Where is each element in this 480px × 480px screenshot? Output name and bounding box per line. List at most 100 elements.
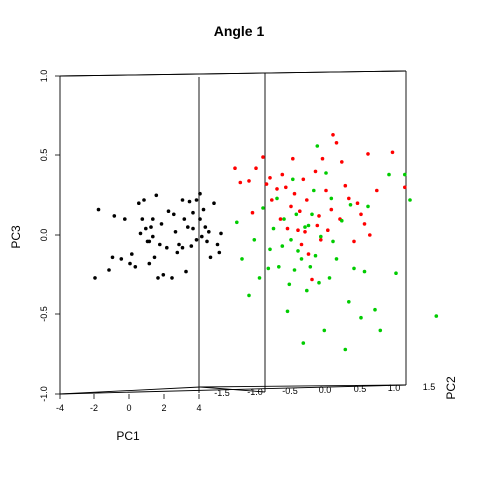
data-point <box>266 266 271 271</box>
data-point <box>331 239 335 244</box>
data-point <box>347 196 351 201</box>
y-tick-label: -1.0 <box>39 386 49 402</box>
data-point <box>403 185 407 190</box>
data-point <box>312 188 316 193</box>
data-point <box>189 244 194 248</box>
data-point <box>324 171 328 175</box>
data-point <box>334 257 339 261</box>
data-point <box>301 341 306 345</box>
data-point <box>403 172 407 177</box>
data-point <box>233 166 237 170</box>
data-point <box>280 244 285 248</box>
data-point <box>270 198 274 202</box>
chart-title: Angle 1 <box>214 23 265 39</box>
data-point <box>96 207 101 212</box>
data-point <box>387 172 391 177</box>
data-point <box>138 231 143 236</box>
data-point <box>198 217 202 221</box>
data-point <box>208 255 213 260</box>
data-point <box>285 226 290 231</box>
x-tick-label: -2 <box>90 403 98 413</box>
data-point <box>93 276 97 280</box>
x-tick-label: 2 <box>161 403 166 413</box>
y-axis-label: PC3 <box>9 225 23 249</box>
data-point <box>149 225 153 229</box>
data-point <box>294 212 299 217</box>
data-point <box>151 217 155 221</box>
plot-box <box>59 70 407 395</box>
data-point <box>368 233 372 237</box>
data-point <box>180 198 185 202</box>
data-point <box>194 198 199 202</box>
data-point <box>275 196 279 201</box>
z-tick-label: -1.5 <box>214 388 230 398</box>
z-axis-label: PC2 <box>444 376 458 400</box>
data-point <box>301 177 306 182</box>
data-point <box>320 156 325 161</box>
data-point <box>186 225 190 229</box>
data-point <box>254 166 258 170</box>
data-point <box>133 265 138 269</box>
data-point <box>201 207 206 212</box>
data-point <box>159 222 164 226</box>
data-point <box>306 223 311 228</box>
data-point <box>319 238 323 242</box>
data-point <box>310 212 314 217</box>
data-point <box>319 234 323 239</box>
data-point <box>315 144 320 148</box>
data-point <box>292 268 297 272</box>
data-point <box>261 206 265 210</box>
data-point <box>128 261 132 266</box>
data-point <box>180 245 185 250</box>
data-point <box>296 249 300 253</box>
data-point <box>184 269 188 274</box>
data-point <box>299 242 304 247</box>
data-point <box>303 230 307 234</box>
data-point <box>147 261 152 266</box>
data-point <box>355 201 360 205</box>
data-point <box>203 225 208 229</box>
data-point <box>191 226 195 231</box>
data-point <box>305 288 309 293</box>
data-point <box>172 212 176 217</box>
data-point <box>334 141 339 145</box>
data-point <box>238 180 243 185</box>
data-point <box>194 238 199 242</box>
data-point <box>107 268 111 272</box>
data-point <box>313 253 318 258</box>
data-point <box>329 196 334 201</box>
data-point <box>291 156 295 161</box>
y-tick-label: 1.0 <box>39 70 49 83</box>
data-point <box>177 242 181 247</box>
data-point <box>280 172 285 177</box>
data-point <box>343 183 348 188</box>
data-point <box>285 309 290 314</box>
data-points <box>93 133 439 352</box>
data-point <box>289 238 293 242</box>
data-point <box>408 198 412 202</box>
y-tick-label: -0.5 <box>39 306 49 322</box>
data-point <box>315 223 320 228</box>
z-tick-label: 0.5 <box>354 384 367 394</box>
data-point <box>130 252 134 256</box>
data-point <box>247 179 251 183</box>
data-point <box>268 247 272 252</box>
data-point <box>373 307 377 312</box>
data-point <box>156 276 160 280</box>
data-point <box>166 209 171 213</box>
data-point <box>292 191 297 196</box>
data-point <box>284 185 288 190</box>
data-point <box>142 198 146 202</box>
data-point <box>240 257 244 261</box>
x-axis-label: PC1 <box>116 429 140 443</box>
data-point <box>205 239 209 244</box>
data-point <box>352 239 356 244</box>
data-point <box>308 265 313 269</box>
data-point <box>362 269 367 274</box>
x-tick-label: -4 <box>56 403 64 413</box>
data-point <box>147 239 152 244</box>
data-point <box>165 245 169 250</box>
data-point <box>247 293 251 298</box>
data-point <box>362 222 367 226</box>
data-point <box>343 347 348 352</box>
